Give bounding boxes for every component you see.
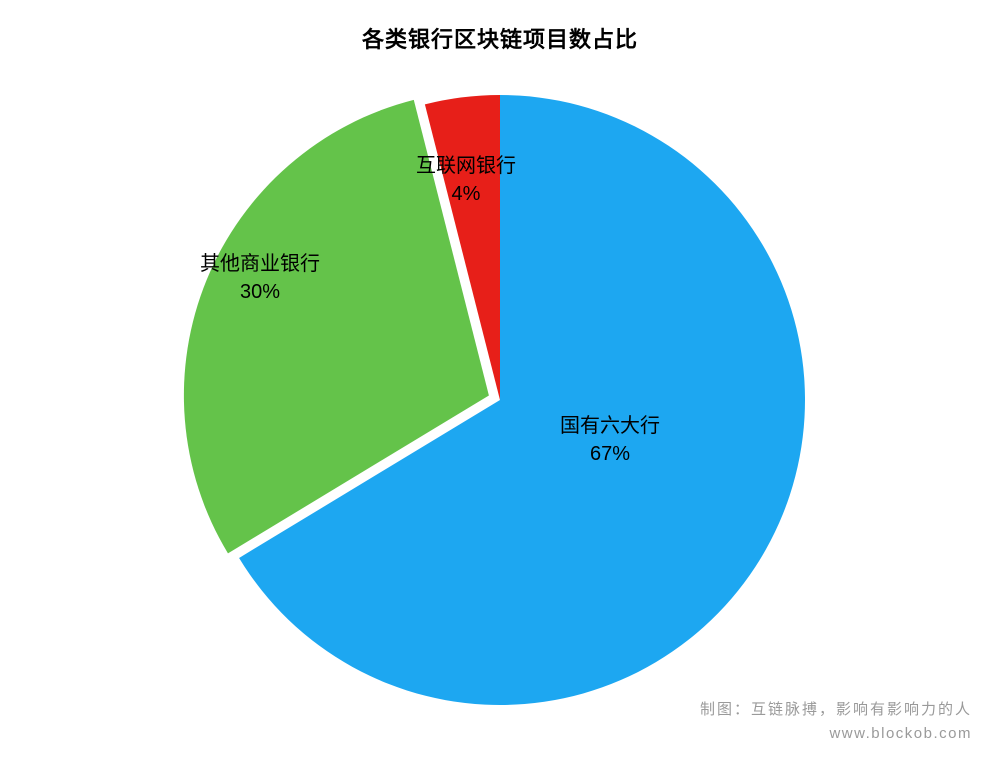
slice-label-text: 国有六大行 [560,415,660,437]
slice-label-percent: 30% [200,278,320,306]
slice-label: 国有六大行 67% [560,412,660,468]
credit-line1: 制图：互链脉搏，影响有影响力的人 [700,698,972,722]
credit-url: www.blockob.com [700,722,972,746]
slice-label-text: 其他商业银行 [200,253,320,275]
credit-block: 制图：互链脉搏，影响有影响力的人 www.blockob.com [700,698,972,746]
slice-label-percent: 4% [416,180,516,208]
slice-label-text: 互联网银行 [416,155,516,177]
slice-label: 其他商业银行 30% [200,250,320,306]
chart-title: 各类银行区块链项目数占比 [0,0,1000,54]
slice-label-percent: 67% [560,440,660,468]
slice-label: 互联网银行 4% [416,152,516,208]
